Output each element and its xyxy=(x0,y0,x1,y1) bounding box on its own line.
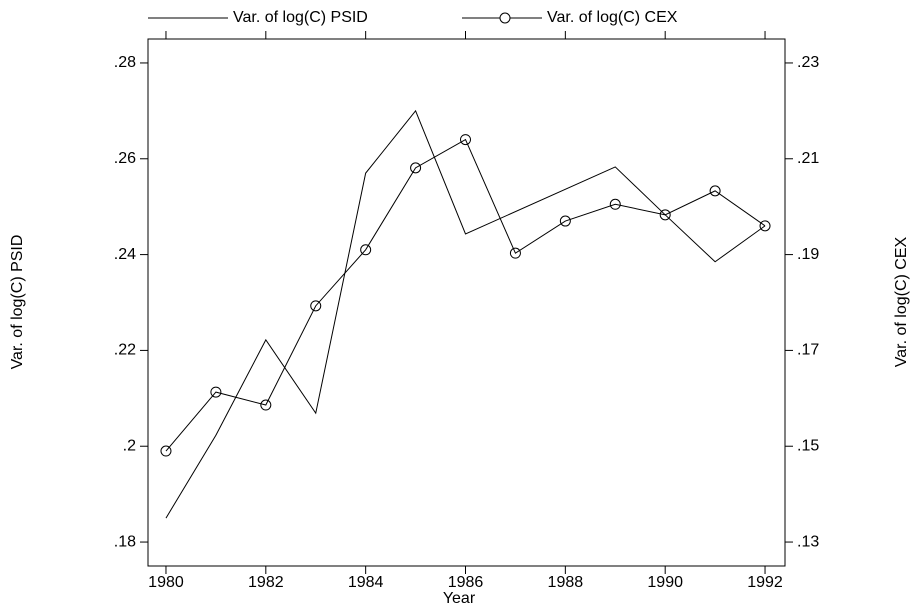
y-tick-label: .28 xyxy=(114,54,136,71)
x-tick-label: 1992 xyxy=(747,574,783,591)
point xyxy=(160,445,172,457)
x-tick-label: 1988 xyxy=(548,574,584,591)
point xyxy=(460,134,472,146)
point xyxy=(709,185,721,197)
y2-tick-label: .21 xyxy=(797,150,819,167)
plot-frame xyxy=(147,38,786,567)
point xyxy=(310,300,322,312)
point xyxy=(509,247,521,259)
point xyxy=(410,162,422,174)
y-tick-label: .24 xyxy=(114,246,136,263)
point xyxy=(360,244,372,256)
x-tick-label: 1990 xyxy=(647,574,683,591)
x-tick-label: 1986 xyxy=(448,574,484,591)
x-tick-label: 1982 xyxy=(248,574,284,591)
y-tick-label: .26 xyxy=(114,150,136,167)
y-tick-label: .2 xyxy=(123,437,136,454)
y2-tick-label: .19 xyxy=(797,246,819,263)
y-tick-label: .22 xyxy=(114,342,136,359)
x-tick-label: 1980 xyxy=(148,574,184,591)
point xyxy=(559,215,571,227)
legend-label: Var. of log(C) CEX xyxy=(547,9,678,26)
series-line xyxy=(165,109,766,519)
legend-label: Var. of log(C) PSID xyxy=(233,9,368,26)
y2-axis-title: Var. of log(C) CEX xyxy=(893,236,910,367)
point xyxy=(659,209,671,221)
y2-tick-label: .15 xyxy=(797,437,819,454)
y-axis-title: Var. of log(C) PSID xyxy=(9,235,26,370)
y2-tick-label: .23 xyxy=(797,54,819,71)
x-tick-label: 1984 xyxy=(348,574,384,591)
y2-tick-label: .13 xyxy=(797,533,819,550)
legend-marker xyxy=(499,12,511,24)
point xyxy=(210,386,222,398)
y2-tick-label: .17 xyxy=(797,342,819,359)
x-axis-title: Year xyxy=(443,590,476,607)
point xyxy=(759,220,771,232)
y-tick-label: .18 xyxy=(114,533,136,550)
point xyxy=(609,198,621,210)
series-line xyxy=(165,138,766,452)
point xyxy=(260,399,272,411)
